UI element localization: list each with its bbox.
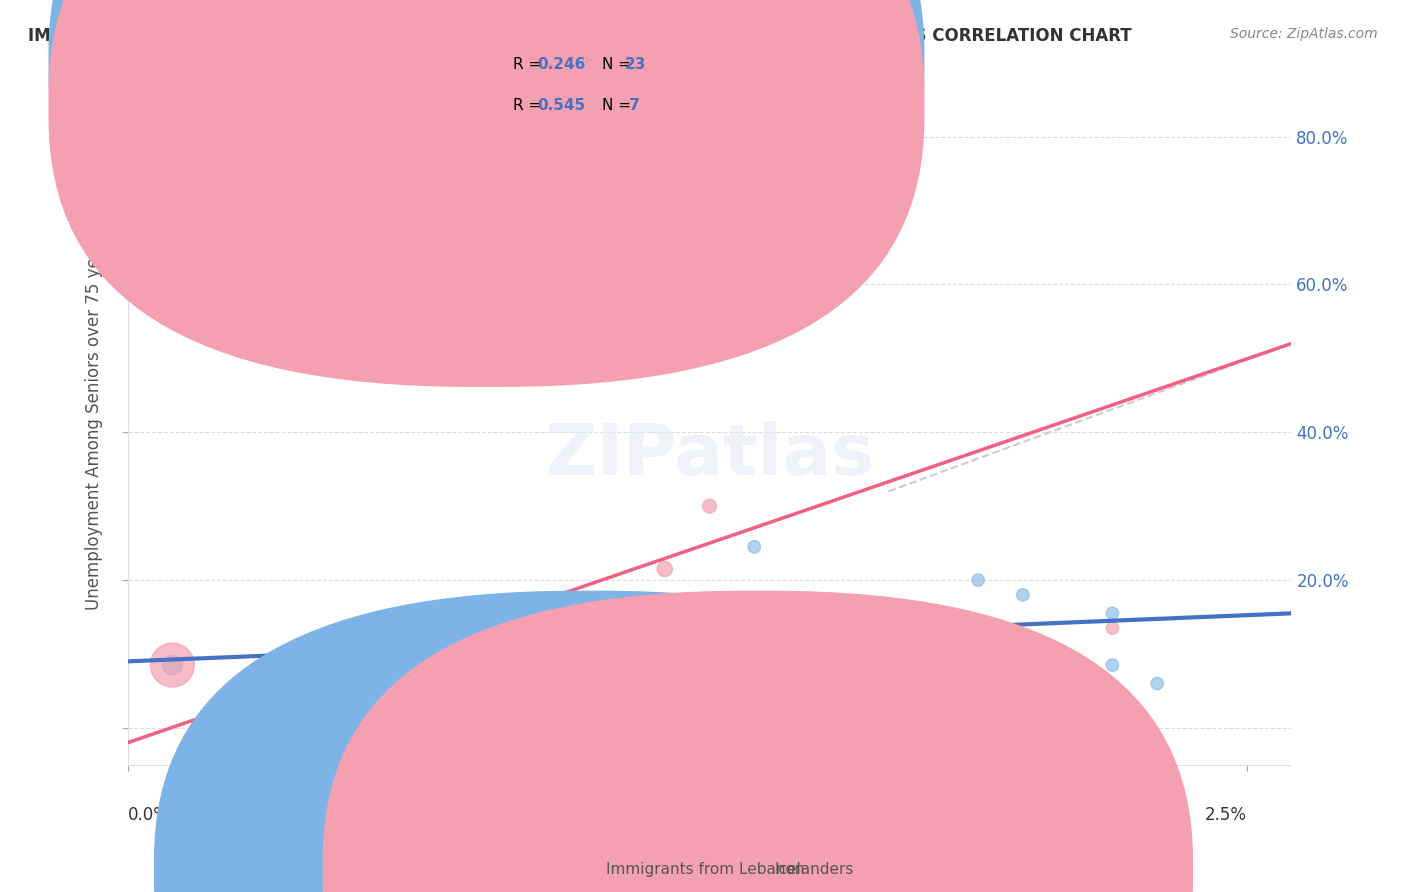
Point — [295, 650, 318, 665]
Point — [832, 658, 855, 673]
Point — [430, 636, 453, 650]
Point — [609, 643, 631, 657]
Point — [340, 636, 363, 650]
Y-axis label: Unemployment Among Seniors over 75 years: Unemployment Among Seniors over 75 years — [86, 232, 103, 610]
Text: N =: N = — [602, 57, 636, 71]
Point — [1146, 676, 1168, 690]
Point — [654, 658, 676, 673]
Point — [699, 499, 721, 513]
Point — [654, 643, 676, 657]
Point — [787, 219, 810, 233]
Point — [1012, 588, 1035, 602]
Point — [1056, 706, 1078, 720]
Point — [1101, 621, 1123, 635]
Text: N =: N = — [602, 98, 636, 112]
Point — [564, 658, 586, 673]
Point — [1101, 658, 1123, 673]
Text: R =: R = — [513, 98, 547, 112]
Point — [385, 617, 408, 632]
Point — [742, 658, 765, 673]
Text: ZIPatlas: ZIPatlas — [544, 421, 875, 490]
Point — [162, 658, 184, 673]
Point — [699, 643, 721, 657]
Point — [609, 643, 631, 657]
Text: 2.5%: 2.5% — [1205, 805, 1247, 823]
Text: R =: R = — [513, 57, 547, 71]
Point — [922, 676, 945, 690]
Point — [162, 658, 184, 673]
Text: 0.545: 0.545 — [537, 98, 585, 112]
Point — [250, 665, 273, 680]
Text: Icelanders: Icelanders — [775, 863, 853, 877]
Point — [564, 643, 586, 657]
Text: Source: ZipAtlas.com: Source: ZipAtlas.com — [1230, 27, 1378, 41]
Point — [474, 647, 496, 661]
Text: Immigrants from Lebanon: Immigrants from Lebanon — [606, 863, 804, 877]
Point — [295, 643, 318, 657]
Text: 23: 23 — [624, 57, 645, 71]
Point — [519, 643, 541, 657]
Point — [1101, 607, 1123, 621]
Point — [453, 643, 475, 657]
Text: IMMIGRANTS FROM LEBANON VS ICELANDER UNEMPLOYMENT AMONG SENIORS OVER 75 YEARS CO: IMMIGRANTS FROM LEBANON VS ICELANDER UNE… — [28, 27, 1132, 45]
Point — [519, 643, 541, 657]
Point — [742, 540, 765, 554]
Text: 7: 7 — [624, 98, 640, 112]
Point — [564, 643, 586, 657]
Point — [496, 643, 519, 657]
Point — [967, 573, 990, 587]
Text: 0.0%: 0.0% — [128, 805, 170, 823]
Point — [654, 562, 676, 576]
Point — [699, 617, 721, 632]
Text: 0.246: 0.246 — [537, 57, 585, 71]
